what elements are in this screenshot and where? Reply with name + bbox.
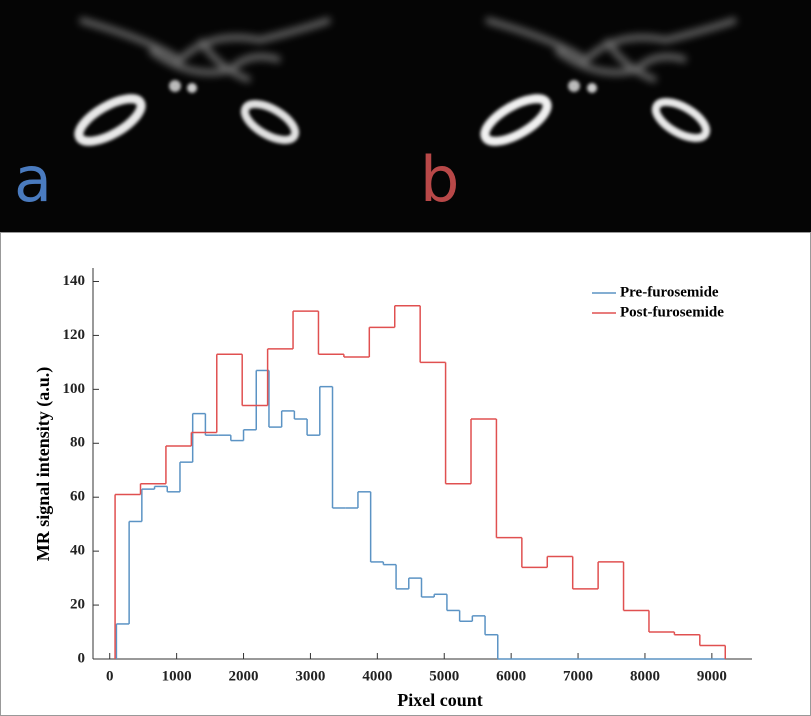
x-tick-label: 9000 xyxy=(697,668,727,684)
y-axis-label: MR signal intensity (a.u.) xyxy=(33,367,54,562)
mr-image-b xyxy=(480,17,737,146)
x-axis-label: Pixel count xyxy=(397,690,483,710)
mr-image-a xyxy=(74,17,331,146)
y-tick-label: 140 xyxy=(63,273,86,289)
y-tick-label: 80 xyxy=(70,435,85,451)
legend-label: Pre-furosemide xyxy=(620,284,719,300)
y-tick-label: 60 xyxy=(70,489,85,505)
y-tick-label: 100 xyxy=(63,381,86,397)
x-tick-label: 7000 xyxy=(563,668,593,684)
x-tick-label: 0 xyxy=(106,668,114,684)
y-tick-label: 40 xyxy=(70,543,85,559)
x-tick-label: 3000 xyxy=(295,668,325,684)
panel-label: b xyxy=(420,143,459,216)
x-tick-label: 5000 xyxy=(429,668,459,684)
x-tick-label: 8000 xyxy=(630,668,660,684)
panel-label: a xyxy=(14,143,52,216)
x-tick-label: 6000 xyxy=(496,668,526,684)
x-tick-label: 2000 xyxy=(229,668,259,684)
y-tick-label: 120 xyxy=(63,327,86,343)
legend-label: Post-furosemide xyxy=(620,304,724,320)
x-tick-label: 4000 xyxy=(362,668,392,684)
x-tick-label: 1000 xyxy=(162,668,192,684)
y-tick-label: 20 xyxy=(70,597,85,613)
y-tick-label: 0 xyxy=(78,650,86,666)
